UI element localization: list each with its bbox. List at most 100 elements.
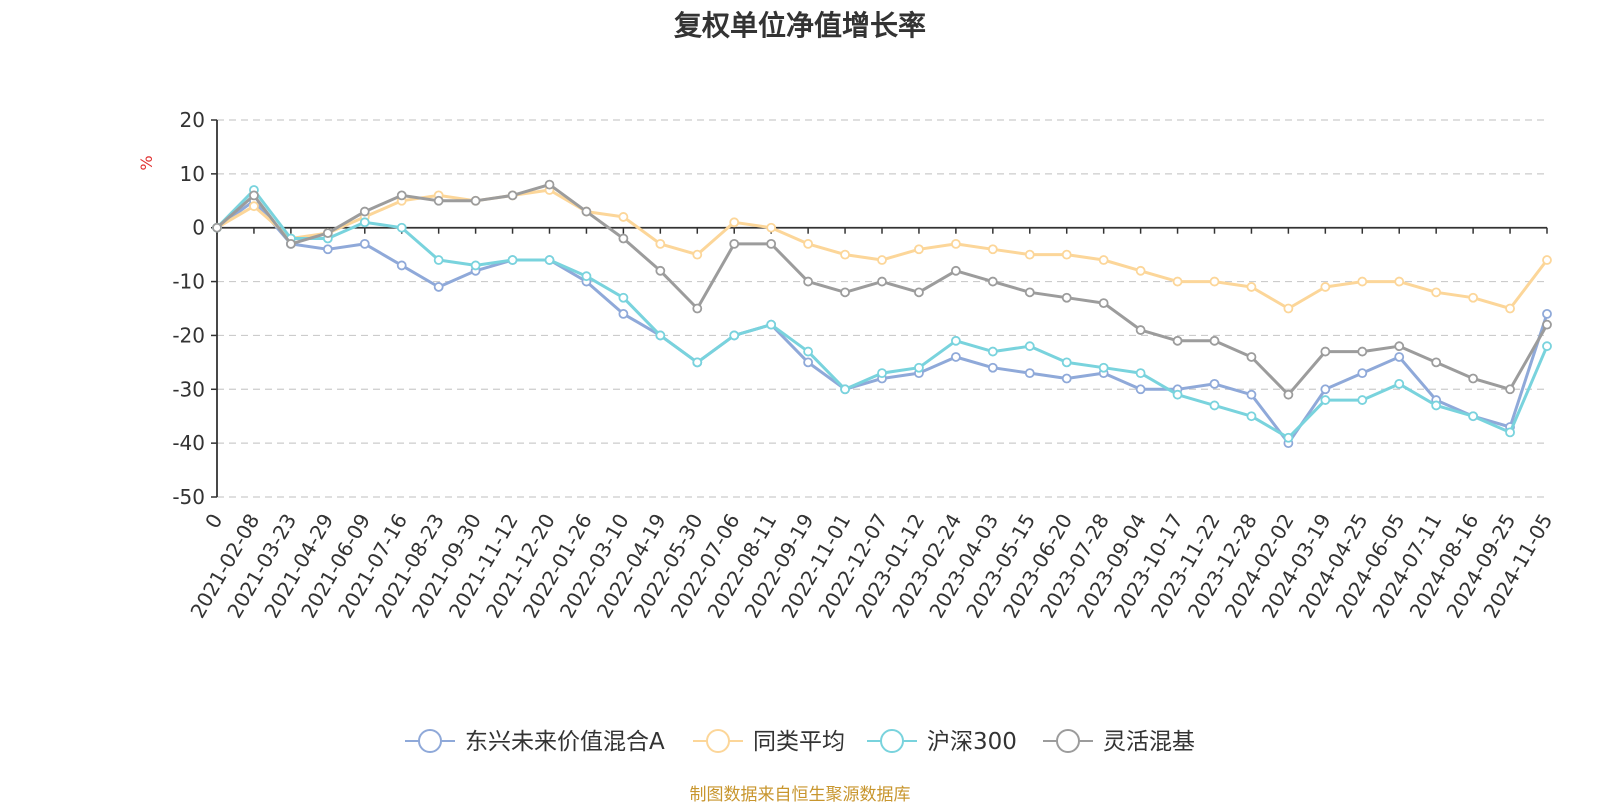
data-point (359, 206, 370, 217)
data-point (840, 287, 850, 298)
data-point (1024, 368, 1035, 379)
data-point (618, 212, 629, 222)
data-point (1468, 373, 1479, 384)
data-point (1283, 389, 1294, 400)
y-tick-label: -30 (172, 377, 205, 401)
y-tick-label: -20 (172, 323, 205, 347)
data-point (1024, 249, 1035, 260)
data-point (803, 346, 814, 357)
data-point (1172, 389, 1183, 400)
data-point (1505, 303, 1515, 314)
data-point (470, 260, 481, 271)
data-point (1135, 265, 1146, 276)
data-point (1357, 346, 1368, 357)
data-point (950, 238, 961, 249)
data-point (470, 195, 481, 206)
data-point (877, 368, 887, 379)
data-point (950, 335, 961, 346)
data-point (1061, 292, 1072, 303)
data-point (1246, 282, 1257, 292)
data-point (1172, 335, 1183, 346)
data-point (1172, 276, 1183, 287)
data-point (433, 255, 444, 265)
data-point (396, 190, 407, 201)
data-point (1209, 400, 1220, 411)
legend-marker (418, 729, 442, 753)
data-point (1209, 378, 1220, 389)
data-point (692, 303, 703, 314)
data-point (803, 357, 814, 368)
y-tick-label: 20 (180, 108, 205, 132)
data-point (1283, 303, 1294, 314)
data-point (1098, 298, 1109, 309)
series-line (215, 199, 1549, 445)
data-point (729, 238, 740, 249)
data-point (877, 255, 887, 265)
data-point (655, 265, 666, 276)
data-point (1246, 352, 1257, 362)
data-point (987, 346, 998, 357)
legend-label: 东兴未来价值混合A (465, 729, 665, 755)
data-point (1098, 255, 1109, 265)
data-point (914, 244, 924, 255)
data-point (581, 206, 592, 217)
y-axis-unit: % (137, 155, 156, 170)
series-line (215, 188, 1549, 310)
legend-label: 灵活混基 (1103, 729, 1195, 755)
data-point (322, 244, 333, 255)
legend-item-3: 沪深300 (867, 729, 1017, 755)
data-point (914, 362, 924, 373)
data-point (618, 308, 629, 319)
data-point (766, 238, 777, 249)
data-point (1320, 346, 1331, 357)
data-point (987, 362, 998, 373)
data-point (1431, 287, 1442, 298)
data-point (1542, 319, 1552, 330)
data-point (950, 352, 961, 362)
data-point (803, 276, 814, 287)
data-point (655, 238, 666, 249)
data-point (1357, 368, 1368, 379)
data-point (1283, 432, 1294, 443)
data-point (544, 179, 555, 190)
data-point (1394, 276, 1405, 287)
y-tick-label: 10 (180, 162, 205, 186)
data-point (1024, 287, 1035, 298)
data-point (914, 287, 924, 298)
data-point (1431, 400, 1442, 411)
data-point (1542, 341, 1552, 352)
grid-layer (217, 119, 1547, 498)
data-point (1209, 276, 1220, 287)
data-point (507, 190, 518, 201)
legend-item-2: 同类平均 (693, 729, 845, 755)
series-layer (212, 179, 1552, 449)
data-point (359, 238, 370, 249)
data-point (840, 249, 850, 260)
data-point (729, 330, 740, 341)
data-point (1505, 427, 1515, 438)
data-point (877, 276, 887, 287)
y-tick-label: -10 (172, 270, 205, 294)
y-tick-label: -40 (172, 431, 205, 455)
data-point (766, 222, 777, 233)
legend-marker (706, 729, 730, 753)
data-point (618, 233, 629, 244)
data-point (1246, 389, 1257, 400)
legend-item-1: 东兴未来价值混合A (405, 729, 665, 755)
data-point (1061, 373, 1072, 384)
data-point (692, 357, 703, 368)
data-point (1468, 411, 1479, 422)
series-4 (212, 179, 1552, 400)
series-2 (212, 185, 1552, 314)
data-point (359, 217, 370, 228)
data-point (1209, 335, 1220, 346)
data-point (1394, 378, 1405, 389)
legend-item-4: 灵活混基 (1043, 729, 1195, 755)
axis-layer: 20100-10-20-30-40-50%02021-02-082021-03-… (137, 108, 1557, 622)
data-point (396, 260, 407, 271)
data-point (1394, 352, 1405, 362)
data-point (1135, 325, 1146, 335)
data-point (544, 255, 555, 265)
data-point (249, 201, 259, 212)
